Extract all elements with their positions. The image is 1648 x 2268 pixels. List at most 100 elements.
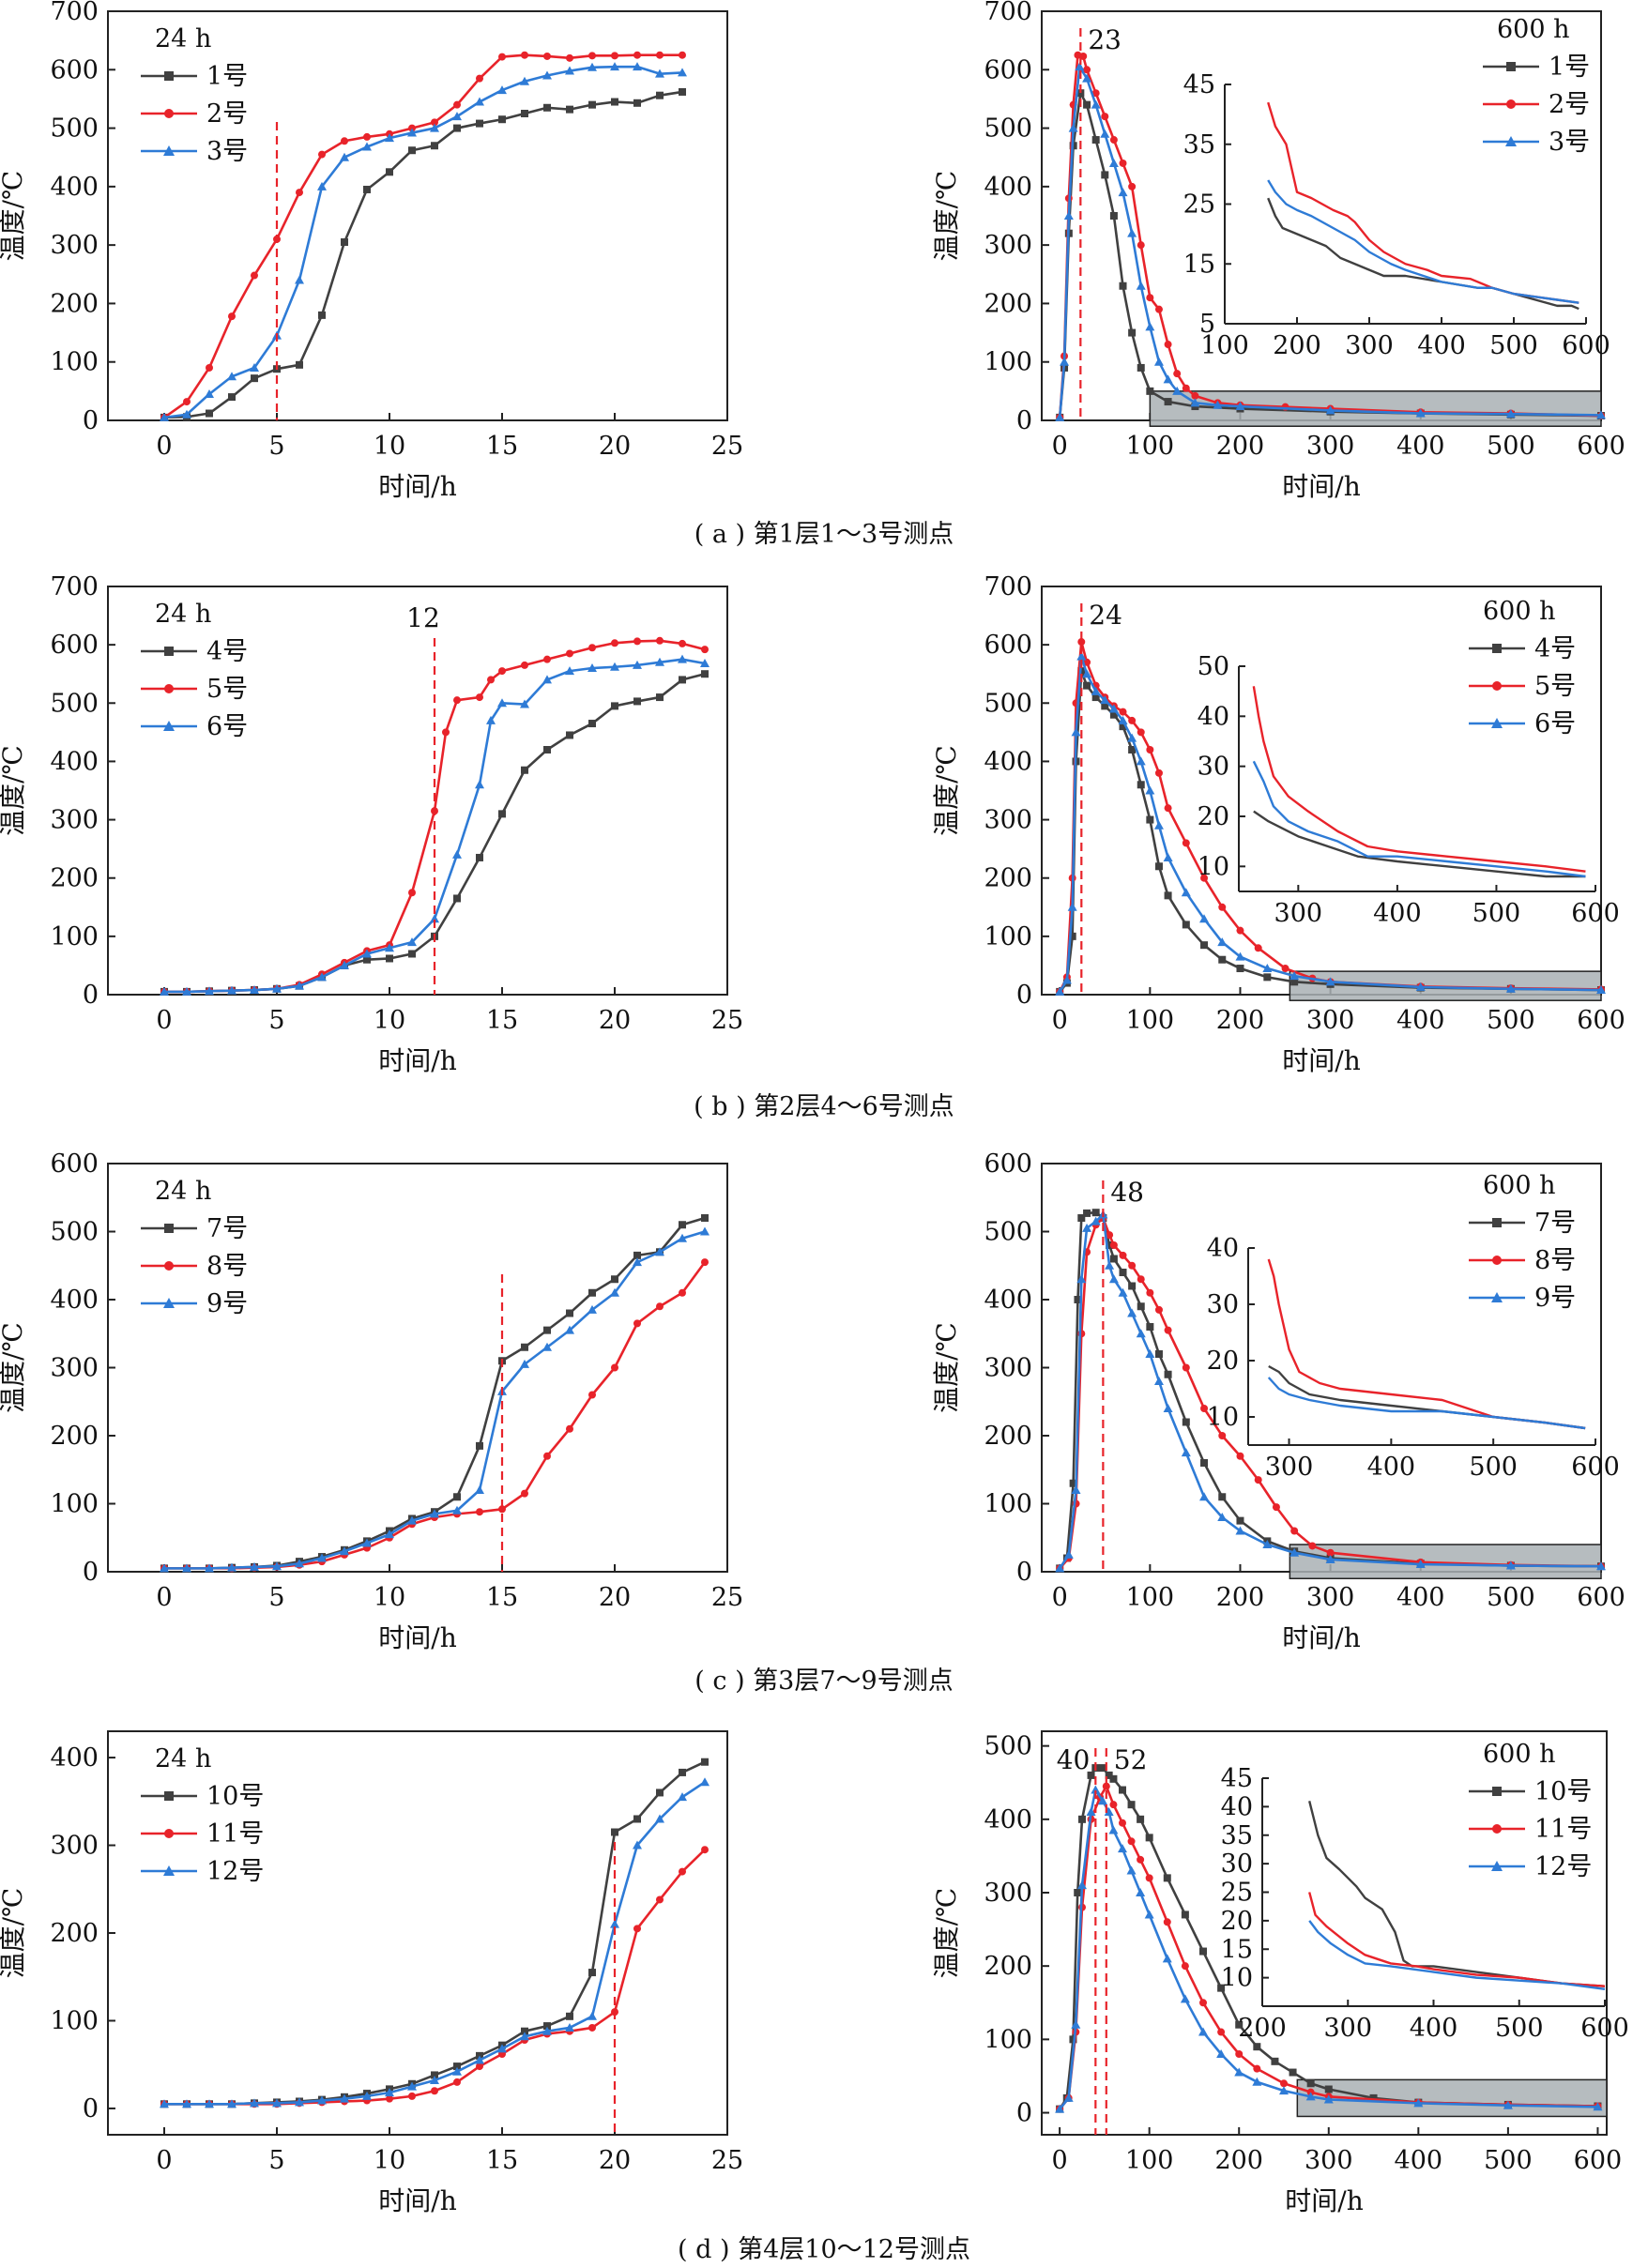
data-point — [1154, 305, 1163, 313]
data-point — [521, 2027, 528, 2035]
data-point — [1279, 2086, 1289, 2095]
data-point — [1069, 2035, 1077, 2044]
data-point — [1217, 937, 1228, 947]
data-point — [1236, 926, 1244, 935]
data-point — [1596, 410, 1606, 419]
data-point — [1144, 1910, 1154, 1919]
data-point — [1091, 89, 1100, 98]
data-point — [1083, 66, 1091, 74]
data-point — [588, 2023, 596, 2032]
data-point — [407, 2081, 417, 2091]
legend-marker — [1491, 1861, 1503, 1871]
data-point — [498, 53, 506, 61]
data-point — [610, 62, 619, 71]
x-tick-label: 25 — [711, 432, 743, 461]
y-tick-label: 500 — [984, 1732, 1032, 1761]
data-point — [1109, 212, 1118, 220]
data-point — [487, 676, 495, 684]
data-point — [1091, 1785, 1101, 1794]
inset-y-tick-label: 35 — [1183, 130, 1215, 160]
x-tick-label: 5 — [268, 1006, 284, 1035]
data-point — [476, 853, 483, 861]
data-point — [1067, 902, 1077, 911]
data-point — [1061, 975, 1072, 984]
x-tick-label: 10 — [374, 2146, 405, 2175]
data-point — [1074, 1296, 1082, 1303]
inset-y-tick-label: 45 — [1183, 70, 1215, 99]
x-tick-label: 300 — [1306, 1006, 1355, 1035]
data-point — [250, 362, 259, 372]
data-point — [587, 2011, 597, 2020]
data-point — [452, 112, 462, 121]
data-point — [679, 87, 686, 96]
data-point — [1128, 1261, 1137, 1270]
chart-c-left: 0 100 200 300 400 500 600 0 5 10 15 20 25 时间/h 温度/℃ 24 … — [0, 1149, 743, 1653]
data-point — [1234, 2067, 1244, 2077]
x-tick-label: 0 — [1052, 1006, 1068, 1035]
data-point — [656, 693, 664, 702]
data-point — [1415, 1560, 1426, 1569]
data-point — [476, 1441, 483, 1450]
legend-label: 12号 — [206, 1857, 264, 1886]
inset-y-tick-label: 20 — [1198, 802, 1229, 831]
series-line-8号 — [1059, 1216, 1602, 1570]
data-point — [251, 374, 258, 383]
data-point — [431, 118, 438, 127]
data-point — [1104, 1807, 1114, 1816]
data-point — [565, 1325, 574, 1334]
x-tick-label: 10 — [374, 1006, 405, 1035]
data-point — [679, 1867, 686, 1876]
data-point — [1164, 1370, 1172, 1378]
legend-marker — [1492, 1824, 1502, 1834]
data-point — [1127, 733, 1137, 742]
data-point — [453, 1493, 461, 1501]
data-point — [1128, 182, 1137, 190]
data-point — [1164, 804, 1172, 813]
inset-y-tick-label: 10 — [1221, 1964, 1253, 1993]
data-point — [656, 636, 664, 645]
legend-label: 10号 — [1534, 1777, 1592, 1806]
y-tick-label: 400 — [984, 173, 1032, 202]
series-line-1号 — [1058, 91, 1602, 419]
y-tick-label: 400 — [50, 1743, 99, 1773]
inset-x-tick-label: 400 — [1373, 899, 1422, 928]
y-tick-label: 500 — [984, 1218, 1032, 1247]
data-point — [1236, 965, 1244, 973]
legend-label: 9号 — [206, 1289, 248, 1318]
x-tick-label: 100 — [1126, 1583, 1175, 1612]
x-tick-label: 300 — [1305, 2146, 1353, 2175]
data-point — [1078, 1815, 1086, 1823]
data-point — [1163, 1874, 1171, 1882]
legend-label: 6号 — [206, 712, 248, 741]
time-marker-label: 40 — [1057, 1744, 1091, 1775]
inset-chart: 5 15 25 35 45 100 200 300 400 500 600 — [1183, 70, 1610, 360]
y-tick-label: 500 — [50, 1218, 99, 1247]
data-point — [1101, 113, 1109, 121]
data-point — [1108, 158, 1119, 167]
data-point — [521, 1343, 528, 1351]
data-point — [1306, 2079, 1315, 2088]
data-point — [182, 2099, 191, 2108]
data-point — [1137, 1275, 1145, 1284]
data-point — [679, 51, 686, 59]
data-point — [1055, 412, 1065, 421]
x-tick-label: 100 — [1126, 432, 1175, 461]
data-point — [385, 133, 394, 143]
data-point — [611, 98, 618, 106]
data-point — [386, 168, 393, 176]
data-point — [678, 1792, 687, 1802]
data-point — [656, 1302, 664, 1311]
y-tick-label: 300 — [984, 231, 1032, 260]
legend-label: 2号 — [206, 99, 248, 129]
data-point — [566, 731, 573, 739]
data-point — [633, 1925, 641, 1933]
data-point — [1593, 2102, 1603, 2111]
data-point — [566, 649, 573, 658]
data-point — [701, 1846, 709, 1854]
data-point — [1290, 978, 1299, 986]
data-point — [362, 142, 372, 151]
data-point — [362, 949, 372, 958]
x-tick-label: 500 — [1484, 2146, 1533, 2175]
data-point — [679, 676, 686, 684]
data-point — [1128, 716, 1137, 724]
